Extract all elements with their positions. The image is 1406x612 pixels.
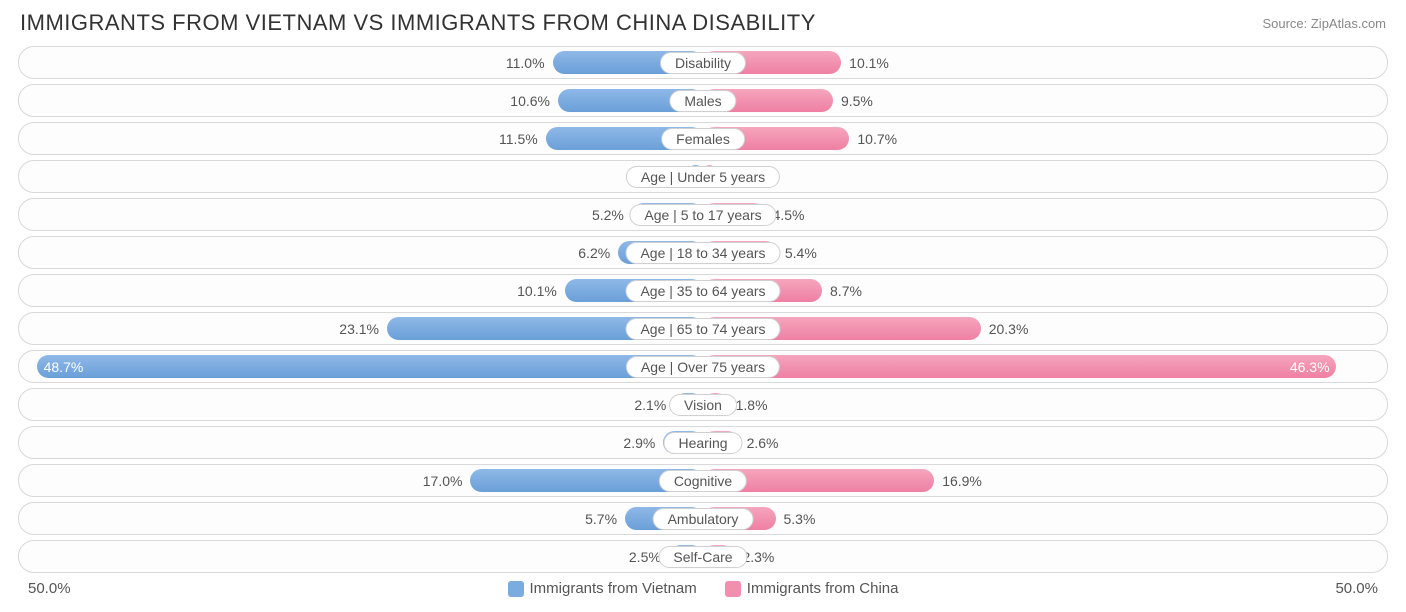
chart-title: IMMIGRANTS FROM VIETNAM VS IMMIGRANTS FR… xyxy=(20,10,816,36)
value-right: 20.3% xyxy=(989,321,1029,337)
chart-row: 5.2% 4.5%Age | 5 to 17 years xyxy=(18,198,1388,231)
row-label-pill: Ambulatory xyxy=(653,508,754,530)
value-right: 16.9% xyxy=(942,473,982,489)
row-label-pill: Age | 5 to 17 years xyxy=(629,204,776,226)
row-label-pill: Age | 65 to 74 years xyxy=(625,318,780,340)
row-label-pill: Age | 35 to 64 years xyxy=(625,280,780,302)
value-left: 17.0% xyxy=(423,473,463,489)
value-left: 5.2% xyxy=(592,207,624,223)
value-left: 2.9% xyxy=(623,435,655,451)
value-left: 5.7% xyxy=(585,511,617,527)
legend-swatch-right xyxy=(725,581,741,597)
value-left: 6.2% xyxy=(578,245,610,261)
row-label-pill: Disability xyxy=(660,52,746,74)
bar-left xyxy=(37,355,703,378)
chart-row: 6.2% 5.4% Age | 18 to 34 years xyxy=(18,236,1388,269)
chart-area: 11.0%10.1%Disability10.6%9.5%Males11.5%1… xyxy=(0,42,1406,573)
value-left: 11.5% xyxy=(499,131,538,147)
legend-swatch-left xyxy=(508,581,524,597)
value-left: 11.0% xyxy=(506,55,545,71)
legend-label-left: Immigrants from Vietnam xyxy=(530,580,697,597)
value-left: 10.6% xyxy=(510,93,550,109)
row-label-pill: Age | Over 75 years xyxy=(626,356,780,378)
chart-source: Source: ZipAtlas.com xyxy=(1262,16,1386,31)
value-left: 2.5% xyxy=(629,549,661,565)
chart-row: 10.6% 9.5% Males xyxy=(18,84,1388,117)
chart-row: 17.0% 16.9% Cognitive xyxy=(18,464,1388,497)
row-label-pill: Self-Care xyxy=(658,546,747,568)
chart-row: 2.5%2.3%Self-Care xyxy=(18,540,1388,573)
row-label-pill: Cognitive xyxy=(659,470,747,492)
value-right: 2.6% xyxy=(747,435,779,451)
value-right: 4.5% xyxy=(773,207,805,223)
legend-item-right: Immigrants from China xyxy=(725,580,899,597)
legend-label-right: Immigrants from China xyxy=(747,580,899,597)
value-right: 46.3% xyxy=(1290,359,1330,375)
chart-row: 5.7% 5.3% Ambulatory xyxy=(18,502,1388,535)
value-left: 10.1% xyxy=(517,283,557,299)
axis-left-max: 50.0% xyxy=(28,580,71,597)
chart-row: 11.5% 10.7% Females xyxy=(18,122,1388,155)
chart-row: 48.7% 46.3% Age | Over 75 years xyxy=(18,350,1388,383)
value-right: 10.7% xyxy=(857,131,897,147)
value-right: 5.3% xyxy=(784,511,816,527)
bar-right xyxy=(703,355,1336,378)
chart-row: 1.1%0.96%Age | Under 5 years xyxy=(18,160,1388,193)
chart-header: IMMIGRANTS FROM VIETNAM VS IMMIGRANTS FR… xyxy=(0,0,1406,42)
chart-row: 10.1% 8.7% Age | 35 to 64 years xyxy=(18,274,1388,307)
row-label-pill: Age | Under 5 years xyxy=(626,166,780,188)
chart-row: 23.1% 20.3% Age | 65 to 74 years xyxy=(18,312,1388,345)
row-label-pill: Age | 18 to 34 years xyxy=(625,242,780,264)
legend: Immigrants from Vietnam Immigrants from … xyxy=(508,580,899,597)
axis-right-max: 50.0% xyxy=(1335,580,1378,597)
chart-row: 11.0% 10.1% Disability xyxy=(18,46,1388,79)
row-label-pill: Hearing xyxy=(663,432,742,454)
chart-footer: 50.0% Immigrants from Vietnam Immigrants… xyxy=(0,578,1406,597)
row-label-pill: Females xyxy=(661,128,745,150)
value-right: 10.1% xyxy=(849,55,889,71)
value-left: 48.7% xyxy=(44,359,84,375)
chart-row: 2.1% 1.8%Vision xyxy=(18,388,1388,421)
chart-row: 2.9% 2.6% Hearing xyxy=(18,426,1388,459)
value-right: 9.5% xyxy=(841,93,873,109)
value-right: 5.4% xyxy=(785,245,817,261)
row-label-pill: Vision xyxy=(669,394,737,416)
legend-item-left: Immigrants from Vietnam xyxy=(508,580,697,597)
value-left: 23.1% xyxy=(339,321,379,337)
value-left: 2.1% xyxy=(634,397,666,413)
row-label-pill: Males xyxy=(669,90,736,112)
value-right: 8.7% xyxy=(830,283,862,299)
value-right: 1.8% xyxy=(736,397,768,413)
